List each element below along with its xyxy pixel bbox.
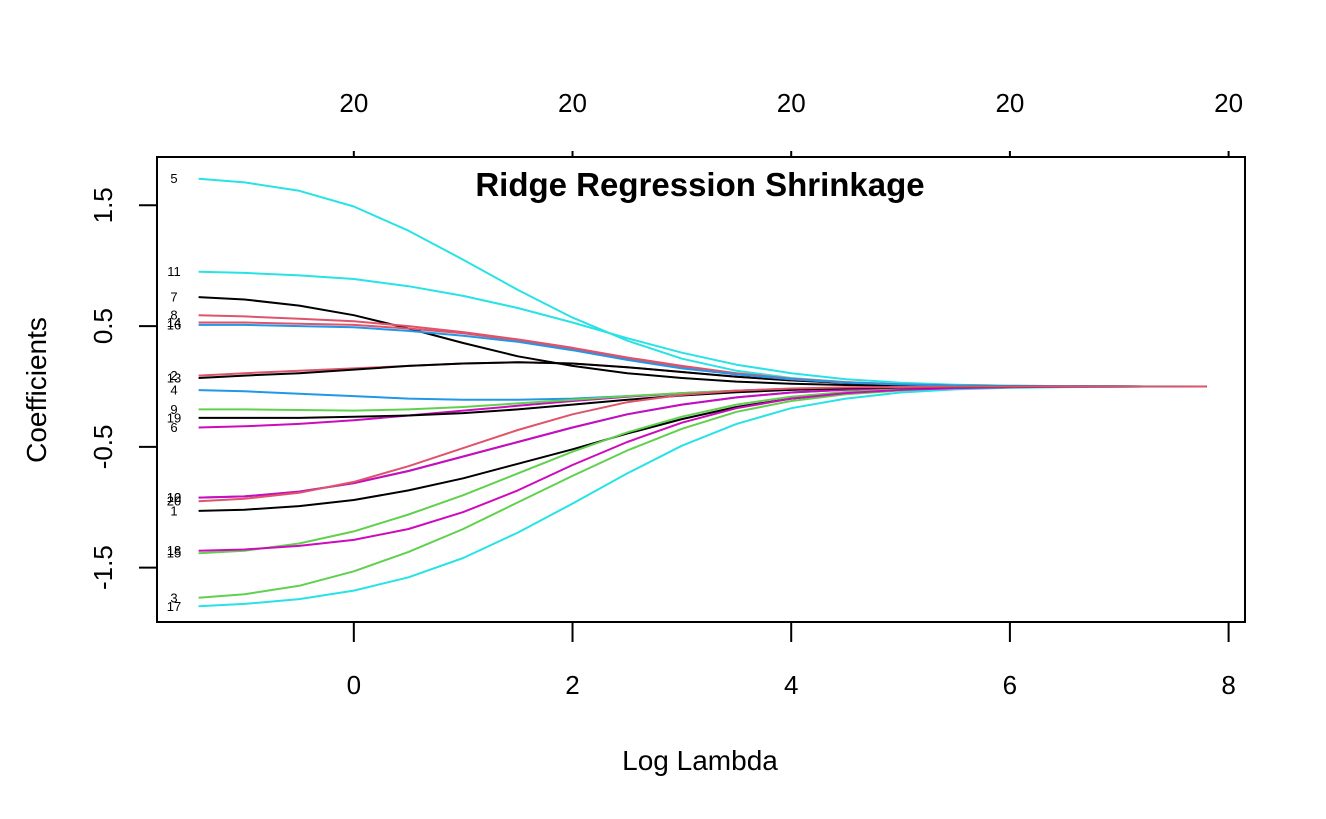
coef-label-4: 4: [170, 383, 177, 398]
coef-label-12: 12: [167, 490, 181, 505]
top-tick-label-0: 20: [339, 88, 368, 118]
x-tick-label-0: 0: [347, 670, 361, 700]
coef-label-15: 15: [167, 546, 181, 561]
coef-label-5: 5: [170, 171, 177, 186]
series-line-8: [198, 314, 1207, 388]
top-tick-label-4: 20: [1214, 88, 1243, 118]
plot-frame: [156, 156, 1246, 623]
coef-label-20: 20: [167, 494, 181, 509]
coef-label-7: 7: [170, 290, 177, 305]
axis-layer: 0 2 4 6 820 20 20 20 20-1.5-0.50.51.5: [88, 88, 1243, 700]
series-line-12: [198, 385, 1207, 499]
coef-label-9: 9: [170, 402, 177, 417]
x-axis-label: Log Lambda: [622, 745, 778, 776]
y-tick-label--1.5: -1.5: [88, 545, 118, 590]
series-line-16: [198, 323, 1207, 388]
top-tick-label-1: 20: [558, 88, 587, 118]
coef-label-11: 11: [167, 264, 181, 279]
series-line-5: [198, 177, 1207, 388]
coef-label-6: 6: [170, 420, 177, 435]
coef-label-14: 14: [167, 315, 181, 330]
coef-label-18: 18: [167, 543, 181, 558]
top-tick-label-2: 20: [777, 88, 806, 118]
coef-label-10: 10: [167, 490, 181, 505]
x-tick-label-4: 4: [784, 670, 798, 700]
top-tick-label-3: 20: [995, 88, 1024, 118]
coef-label-3: 3: [170, 590, 177, 605]
y-tick-label-0.5: 0.5: [88, 308, 118, 344]
coef-label-2: 2: [170, 368, 177, 383]
y-axis-label: Coefficients: [21, 317, 52, 463]
series-line-14: [198, 321, 1207, 388]
series-line-20: [198, 385, 1207, 503]
chart-title: Ridge Regression Shrinkage: [475, 166, 924, 203]
coef-label-13: 13: [167, 371, 181, 386]
coef-label-8: 8: [170, 308, 177, 323]
x-tick-label-2: 2: [565, 670, 579, 700]
series-line-10: [198, 385, 1207, 499]
x-tick-label-8: 8: [1221, 670, 1235, 700]
y-tick-label-1.5: 1.5: [88, 187, 118, 223]
coef-label-1: 1: [170, 503, 177, 518]
series-layer: [198, 177, 1207, 608]
y-tick-label--0.5: -0.5: [88, 424, 118, 469]
x-tick-label-6: 6: [1003, 670, 1017, 700]
coef-label-19: 19: [167, 410, 181, 425]
coef-label-17: 17: [167, 599, 181, 614]
series-line-9: [198, 385, 1207, 412]
series-line-13: [198, 361, 1207, 388]
coef-label-16: 16: [167, 317, 181, 332]
series-line-1: [198, 385, 1207, 512]
